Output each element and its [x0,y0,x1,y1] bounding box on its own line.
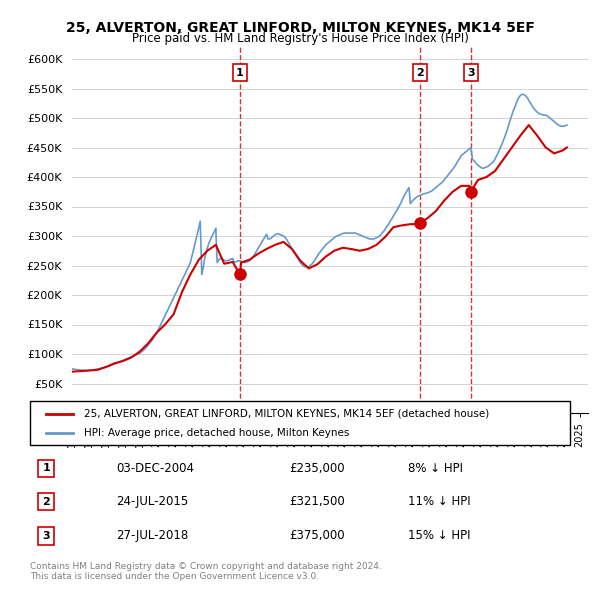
Text: Price paid vs. HM Land Registry's House Price Index (HPI): Price paid vs. HM Land Registry's House … [131,32,469,45]
Text: 1: 1 [43,464,50,473]
Text: 3: 3 [467,68,475,78]
Text: 24-JUL-2015: 24-JUL-2015 [116,495,188,508]
Text: 25, ALVERTON, GREAT LINFORD, MILTON KEYNES, MK14 5EF: 25, ALVERTON, GREAT LINFORD, MILTON KEYN… [65,21,535,35]
Text: 11% ↓ HPI: 11% ↓ HPI [408,495,470,508]
Text: 03-DEC-2004: 03-DEC-2004 [116,462,194,475]
Text: 2: 2 [43,497,50,507]
Text: HPI: Average price, detached house, Milton Keynes: HPI: Average price, detached house, Milt… [84,428,349,438]
Text: Contains HM Land Registry data © Crown copyright and database right 2024.
This d: Contains HM Land Registry data © Crown c… [30,562,382,581]
Text: 15% ↓ HPI: 15% ↓ HPI [408,529,470,542]
Text: 2: 2 [416,68,424,78]
Text: 25, ALVERTON, GREAT LINFORD, MILTON KEYNES, MK14 5EF (detached house): 25, ALVERTON, GREAT LINFORD, MILTON KEYN… [84,409,489,418]
Text: 1: 1 [236,68,244,78]
Text: £321,500: £321,500 [289,495,345,508]
Text: 8% ↓ HPI: 8% ↓ HPI [408,462,463,475]
Text: 3: 3 [43,530,50,540]
Text: 27-JUL-2018: 27-JUL-2018 [116,529,188,542]
FancyBboxPatch shape [30,401,570,445]
Text: £235,000: £235,000 [289,462,345,475]
Text: £375,000: £375,000 [289,529,345,542]
